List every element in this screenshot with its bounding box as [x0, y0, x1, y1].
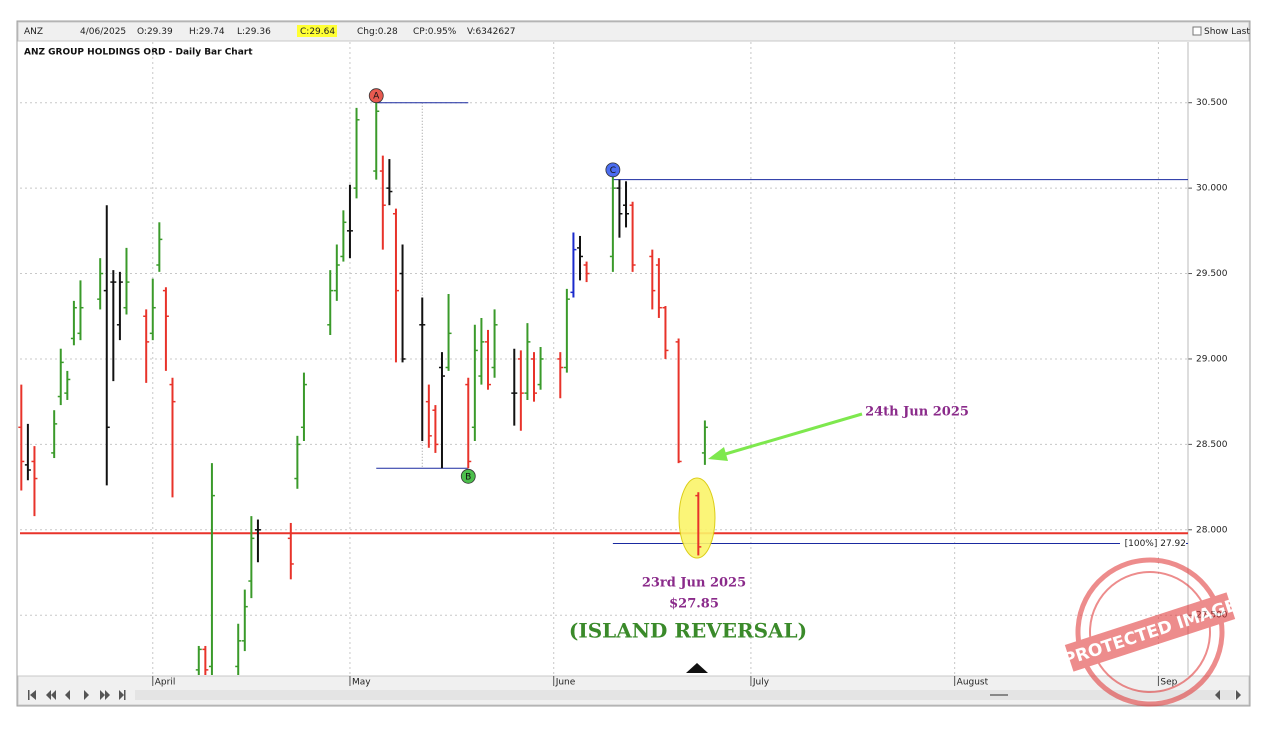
x-tick-label: June [555, 678, 576, 688]
y-tick-label: 28.000 [1196, 525, 1228, 535]
marker-triangle [686, 663, 708, 673]
scrollbar[interactable] [135, 690, 1235, 700]
nav-buttons[interactable] [28, 690, 1241, 700]
y-tick-label: 29.500 [1196, 269, 1228, 279]
y-tick-label: 30.500 [1196, 98, 1228, 108]
point-marker [368, 88, 384, 104]
level-label: [100%] 27.92 [1125, 539, 1186, 549]
header-symbol: ANZ [24, 27, 43, 37]
highlight-ellipse [678, 477, 716, 559]
header-field: O:29.39 [137, 27, 173, 37]
header-field: L:29.36 [237, 27, 271, 37]
header-date: 4/06/2025 [80, 27, 126, 37]
level-label-bg [1120, 537, 1186, 549]
header-field: Chg:0.28 [357, 27, 398, 37]
show-last-label[interactable]: Show Last [1204, 27, 1250, 37]
chart-title: ANZ GROUP HOLDINGS ORD - Daily Bar Chart [24, 48, 253, 58]
point-label: B [465, 472, 471, 482]
y-tick-label: 29.000 [1196, 354, 1228, 364]
header-field: CP:0.95% [413, 27, 457, 37]
header-field: C:29.64 [300, 27, 335, 37]
annotation: 24th Jun 2025 [865, 405, 969, 420]
x-tick-label: Sep [1160, 678, 1177, 688]
header-field: H:29.74 [189, 27, 225, 37]
point-label: C [610, 166, 616, 176]
arrow-shaft [721, 412, 863, 457]
point-label: A [373, 92, 380, 102]
y-tick-label: 28.500 [1196, 440, 1228, 450]
x-tick-label: July [752, 678, 770, 688]
x-tick-label: April [155, 678, 176, 688]
annotation: (ISLAND REVERSAL) [569, 619, 807, 643]
close-highlight [297, 25, 337, 37]
x-tick-label: August [957, 678, 989, 688]
arrow-head [708, 447, 728, 461]
point-marker [460, 468, 476, 484]
chart-frame [16, 20, 1251, 707]
annotation: 23rd Jun 2025 [642, 576, 746, 591]
show-last-checkbox[interactable] [1192, 26, 1202, 36]
header-field: V:6342627 [467, 27, 516, 37]
y-tick-label: 30.000 [1196, 184, 1228, 194]
stamp-band [1064, 592, 1236, 672]
point-marker [605, 162, 621, 178]
annotation: $27.85 [669, 597, 719, 612]
x-tick-label: May [352, 678, 371, 688]
